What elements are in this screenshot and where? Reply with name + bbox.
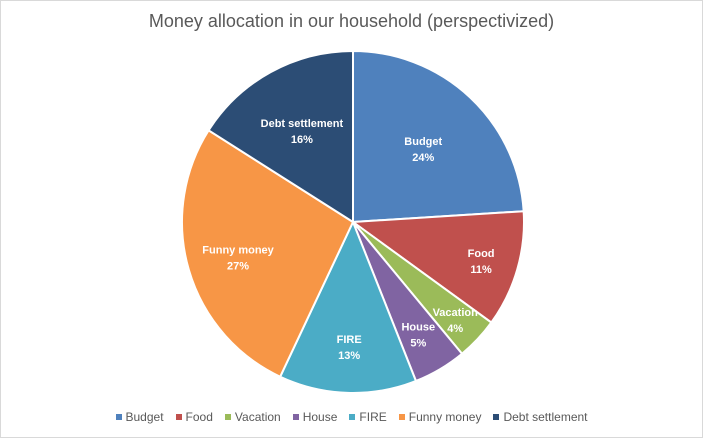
slice-percent-label: 24% <box>412 152 434 164</box>
legend-item: Debt settlement <box>493 410 588 424</box>
slice-category-label: Food <box>468 248 495 260</box>
legend-label: Budget <box>125 410 164 424</box>
pie-slice-budget <box>352 49 525 224</box>
legend-swatch <box>224 414 231 420</box>
legend-swatch <box>398 414 405 420</box>
pie-slice-funny-money <box>181 128 355 379</box>
legend-item: Budget <box>115 410 164 424</box>
legend-swatch <box>292 414 299 420</box>
legend-swatch <box>493 414 500 420</box>
slice-category-label: Budget <box>404 136 442 148</box>
legend-swatch <box>349 414 356 420</box>
pie-slice-fire <box>278 219 418 394</box>
legend-label: FIRE <box>359 410 387 424</box>
slice-percent-label: 5% <box>410 337 426 349</box>
legend-swatch <box>175 414 182 420</box>
slice-category-label: Debt settlement <box>261 118 344 130</box>
slice-category-label: Vacation <box>433 307 479 319</box>
slice-percent-label: 11% <box>470 264 492 276</box>
slice-percent-label: 27% <box>227 260 249 272</box>
slice-category-label: House <box>401 321 435 333</box>
slice-category-label: FIRE <box>337 334 362 346</box>
pie-slice-food <box>350 210 525 324</box>
legend-item: FIRE <box>349 410 387 424</box>
chart-legend: Budget Food Vacation House FIRE Funny money De… <box>1 410 702 424</box>
slice-percent-label: 4% <box>447 323 463 335</box>
legend-item: Food <box>175 410 213 424</box>
slice-percent-label: 13% <box>338 350 360 362</box>
legend-label: Vacation <box>234 410 281 424</box>
legend-label: Debt settlement <box>503 410 588 424</box>
pie-slice-debt-settlement <box>207 49 354 224</box>
slice-category-label: Funny money <box>202 244 274 256</box>
legend-label: Food <box>185 410 213 424</box>
legend-item: House <box>292 410 338 424</box>
legend-item: Funny money <box>398 410 482 424</box>
legend-label: Funny money <box>408 410 482 424</box>
chart-title: Money allocation in our household (persp… <box>148 11 555 31</box>
legend-item: Vacation <box>224 410 281 424</box>
slice-percent-label: 16% <box>291 134 313 146</box>
legend-swatch <box>115 414 122 420</box>
legend-label: House <box>302 410 338 424</box>
